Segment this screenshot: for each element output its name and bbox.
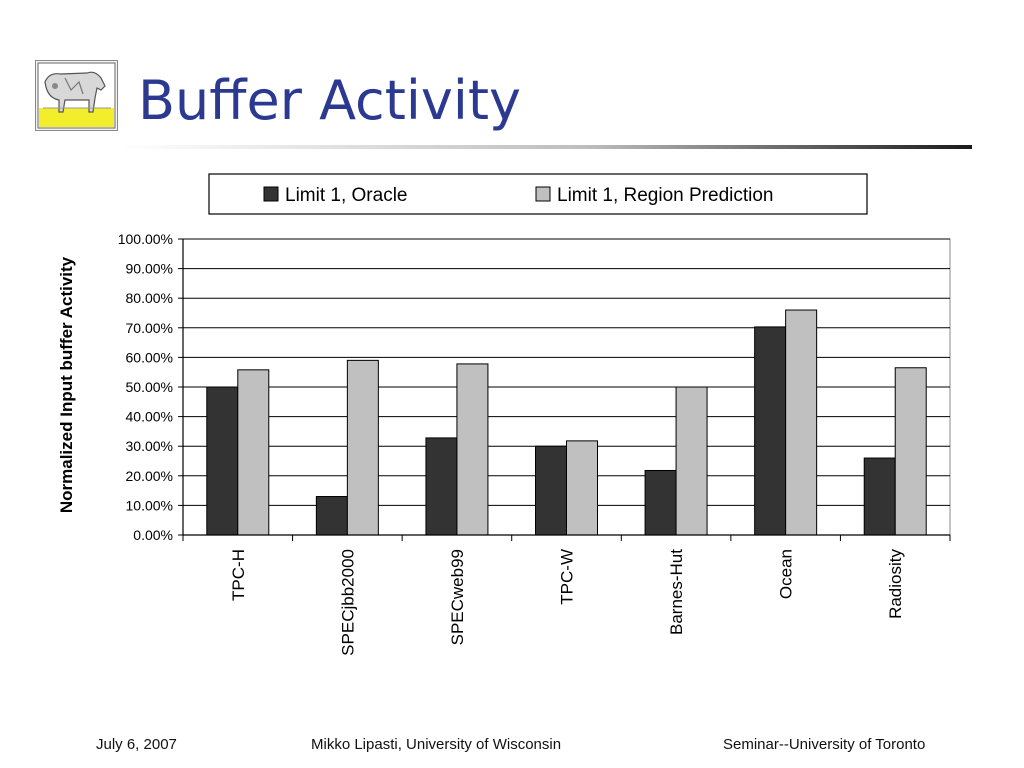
y-tick-label: 90.00% <box>126 261 173 277</box>
y-tick-label: 70.00% <box>126 320 173 336</box>
chart-labels: 0.00% 10.00% 20.00% 30.00% 40.00% 50.00% 60.00… <box>57 231 905 656</box>
x-tick-label: Radiosity <box>886 549 905 619</box>
footer-author: Mikko Lipasti, University of Wisconsin <box>311 736 562 753</box>
y-tick-label: 50.00% <box>126 379 173 395</box>
y-tick-label: 0.00% <box>133 527 173 543</box>
y-tick-label: 40.00% <box>126 409 173 425</box>
footer-venue: Seminar--University of Toronto <box>723 736 926 753</box>
chart-legend: Limit 1, Oracle Limit 1, Region Predictio… <box>208 173 868 215</box>
bar <box>863 457 896 536</box>
bar <box>785 309 818 536</box>
chart-axes <box>178 238 951 541</box>
bar <box>566 440 598 536</box>
x-tick-label: SPECweb99 <box>448 549 467 645</box>
y-tick-label: 30.00% <box>126 438 173 454</box>
y-axis-title: Normalized Input buffer Activity <box>57 256 76 513</box>
legend-swatch <box>263 186 279 202</box>
x-tick-label: SPECjbb2000 <box>338 549 357 656</box>
bar <box>456 363 489 536</box>
bar <box>535 445 567 536</box>
bar <box>894 367 927 536</box>
y-tick-label: 20.00% <box>126 468 173 484</box>
y-tick-label: 10.00% <box>126 497 173 513</box>
bar <box>315 496 348 536</box>
y-tick-label: 80.00% <box>126 290 173 306</box>
bar <box>237 369 270 536</box>
x-tick-label: TPC-W <box>558 549 577 605</box>
bar <box>644 469 677 536</box>
x-tick-label: TPC-H <box>229 549 248 601</box>
bar <box>675 386 708 536</box>
slide-title: Buffer Activity <box>138 69 522 132</box>
legend-label: Limit 1, Oracle <box>285 185 407 206</box>
footer-date: July 6, 2007 <box>96 736 177 753</box>
y-tick-label: 60.00% <box>126 349 173 365</box>
bar <box>346 359 379 536</box>
cow-painting-icon <box>35 60 118 131</box>
legend-swatch <box>535 186 551 202</box>
title-underline <box>120 145 972 149</box>
y-tick-label: 100.00% <box>118 231 173 247</box>
legend-label: Limit 1, Region Prediction <box>557 185 774 206</box>
bar <box>425 437 458 536</box>
bar <box>754 326 787 536</box>
bar <box>206 386 239 536</box>
x-tick-label: Barnes-Hut <box>667 549 686 635</box>
x-tick-label: Ocean <box>777 549 796 599</box>
chart-bars <box>206 309 927 536</box>
